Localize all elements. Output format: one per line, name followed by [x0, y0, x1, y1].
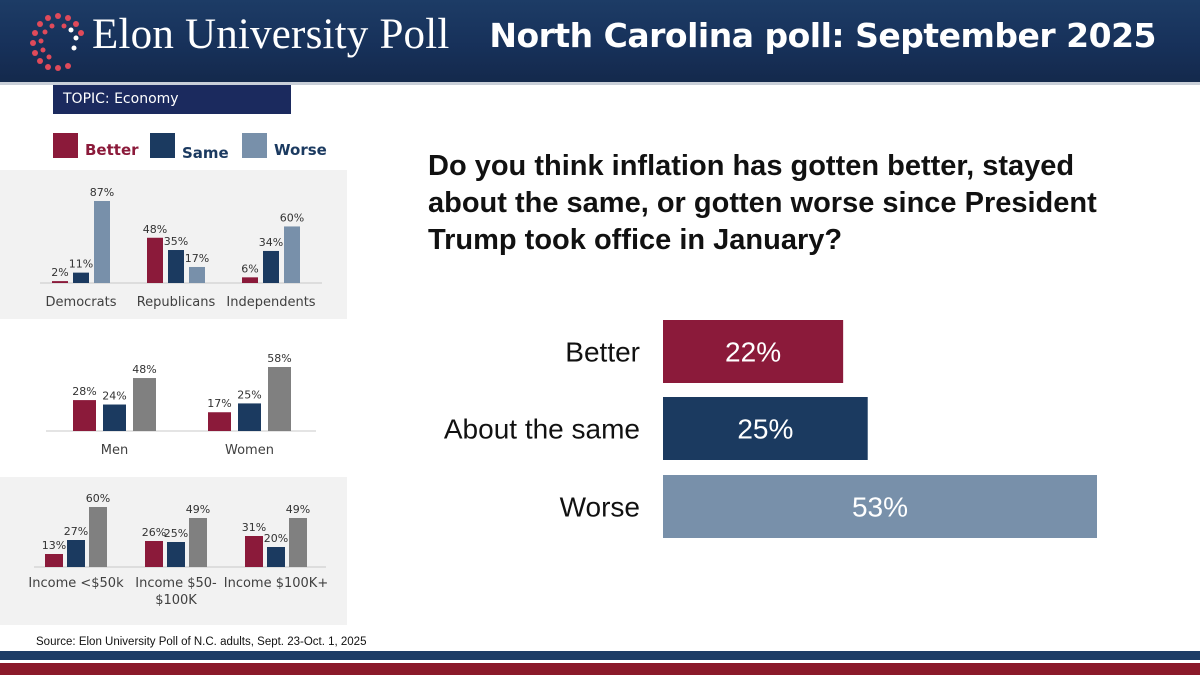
- source-note: Source: Elon University Poll of N.C. adu…: [36, 636, 367, 648]
- value-label-republicans-worse: 17%: [185, 252, 209, 265]
- main-category-label-about-the-same: About the same: [444, 414, 640, 445]
- value-label-income-100k-better: 31%: [242, 521, 266, 534]
- bar-income-50-100k-worse: [189, 518, 207, 567]
- bar-income-100k-better: [245, 536, 263, 567]
- party-chart-panel: 2% 11% 87% Democrats 48% 35% 17% Republicans 6% 3…: [0, 170, 347, 319]
- topic-label: TOPIC: Economy: [53, 85, 291, 114]
- category-label-democrats: Democrats: [46, 295, 117, 310]
- value-label-women-better: 17%: [207, 397, 231, 410]
- bar-income-100k-same: [267, 547, 285, 567]
- bar-democrats-worse: [94, 201, 110, 283]
- bar-income-100k-worse: [289, 518, 307, 567]
- value-label-independents-worse: 60%: [280, 211, 304, 224]
- gender-chart-panel: 28% 24% 48% Men 17% 25% 58% Women: [0, 331, 347, 466]
- category-label-income-50-100k-line2: $100K: [155, 593, 197, 608]
- value-label-men-worse: 48%: [132, 363, 156, 376]
- bar-income-50k-better: [45, 554, 63, 567]
- value-label-income-100k-worse: 49%: [286, 503, 310, 516]
- footer-stripe-white: [0, 660, 1200, 663]
- bar-democrats-same: [73, 272, 89, 283]
- footer-stripe-red: [0, 663, 1200, 675]
- value-label-income-50-100k-worse: 49%: [186, 503, 210, 516]
- legend-swatch-worse: [242, 133, 267, 158]
- bar-republicans-worse: [189, 266, 205, 283]
- value-label-women-same: 25%: [237, 388, 261, 401]
- category-label-income-50k: Income <$50k: [28, 576, 124, 591]
- header-divider: [0, 82, 1200, 85]
- value-label-independents-same: 34%: [259, 236, 283, 249]
- value-label-income-50k-same: 27%: [64, 525, 88, 538]
- elon-poll-logo-icon: [30, 13, 84, 71]
- main-bar-about-the-same: [663, 397, 868, 460]
- bar-republicans-same: [168, 250, 184, 283]
- value-label-women-worse: 58%: [267, 352, 291, 365]
- bar-men-worse: [133, 378, 156, 431]
- value-label-democrats-same: 11%: [69, 258, 93, 271]
- value-label-income-100k-same: 20%: [264, 532, 288, 545]
- main-category-label-worse: Worse: [560, 492, 640, 523]
- value-label-republicans-better: 48%: [143, 223, 167, 236]
- bar-men-same: [103, 404, 126, 431]
- inflation-overall-bar-chart: 22% Better 25% About the same 53% Worse: [444, 320, 1097, 538]
- bar-income-50-100k-better: [145, 541, 163, 567]
- footer-stripe-navy: [0, 651, 1200, 660]
- category-label-independents: Independents: [226, 295, 315, 310]
- category-label-income-100k: Income $100K+: [224, 576, 328, 591]
- bar-women-better: [208, 412, 231, 431]
- legend-swatch-same: [150, 133, 175, 158]
- bar-independents-same: [263, 250, 279, 283]
- bar-independents-worse: [284, 226, 300, 283]
- legend-label-better: Better: [85, 141, 139, 159]
- main-value-label-about-the-same: 25%: [737, 414, 793, 445]
- gender-bar-chart: 28% 24% 48% Men 17% 25% 58% Women: [46, 352, 316, 458]
- header-banner: [0, 0, 1200, 82]
- value-label-income-50-100k-better: 26%: [142, 526, 166, 539]
- bar-men-better: [73, 400, 96, 431]
- main-value-label-better: 22%: [725, 337, 781, 368]
- value-label-men-better: 28%: [72, 385, 96, 398]
- survey-question: Do you think inflation has gotten better…: [428, 150, 1097, 256]
- main-bar-worse: [663, 475, 1097, 538]
- bar-women-same: [238, 403, 261, 431]
- income-bar-chart: 13%27% 60% Income <$50k 26%25% 49% Income $50…: [28, 492, 328, 608]
- brand-name: Elon University Poll: [92, 11, 450, 58]
- category-label-men: Men: [101, 443, 128, 458]
- main-bar-better: [663, 320, 844, 383]
- value-label-income-50k-worse: 60%: [86, 492, 110, 505]
- category-label-republicans: Republicans: [137, 295, 216, 310]
- bar-income-50-100k-same: [167, 542, 185, 567]
- value-label-income-50k-better: 13%: [42, 539, 66, 552]
- value-label-democrats-better: 2%: [51, 266, 68, 279]
- bar-democrats-better: [52, 281, 68, 283]
- category-label-income-50-100k: Income $50-: [135, 576, 217, 591]
- income-chart-panel: 13% 27% 60% Income <$50k 26% 25% 49% Income $50…: [0, 477, 347, 625]
- bar-income-50k-same: [67, 540, 85, 567]
- slide-title: North Carolina poll: September 2025: [489, 16, 1156, 55]
- bar-income-50k-worse: [89, 507, 107, 567]
- party-bar-chart: 2%11% 87% Democrats 48%35% 17% Republicans 6%3…: [40, 186, 322, 310]
- value-label-democrats-worse: 87%: [90, 186, 114, 199]
- main-value-label-worse: 53%: [852, 492, 908, 523]
- legend-swatch-better: [53, 133, 78, 158]
- bar-independents-better: [242, 277, 258, 283]
- bar-republicans-better: [147, 237, 163, 283]
- value-label-men-same: 24%: [102, 390, 126, 403]
- value-label-independents-better: 6%: [241, 262, 258, 275]
- legend-label-worse: Worse: [274, 141, 327, 159]
- legend-label-same: Same: [182, 144, 229, 162]
- main-category-label-better: Better: [565, 337, 640, 368]
- value-label-income-50-100k-same: 25%: [164, 527, 188, 540]
- value-label-republicans-same: 35%: [164, 235, 188, 248]
- category-label-women: Women: [225, 443, 274, 458]
- bar-women-worse: [268, 367, 291, 431]
